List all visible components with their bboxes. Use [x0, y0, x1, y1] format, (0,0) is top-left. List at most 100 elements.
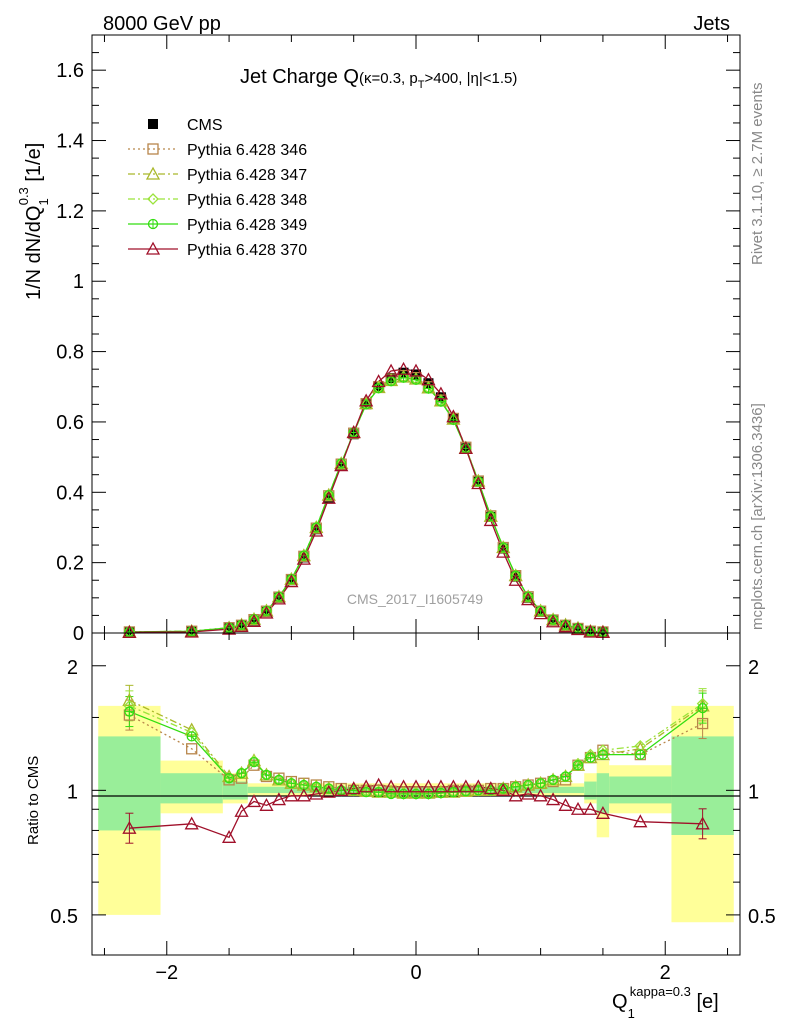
main-point-s4-17 [410, 374, 422, 385]
ratio-point-s4-12 [346, 781, 361, 795]
plot-title-main: Jet Charge Q [240, 66, 359, 88]
legend-marker-1 [147, 143, 159, 155]
ratio-point-s3-28 [547, 774, 559, 786]
main-y-tick-label: 1.6 [56, 60, 84, 82]
main-point-s5-21 [458, 440, 473, 454]
main-point-s5-19 [433, 386, 449, 400]
legend-label-4: Pythia 6.428 349 [187, 217, 307, 234]
main-point-s5-7 [284, 574, 299, 588]
main-y-tick-label: 1 [73, 271, 84, 293]
mcplots-label: mcplots.cern.ch [arXiv:1306.3436] [749, 403, 766, 630]
x-axis-label-sup: kappa=0.3 [630, 984, 691, 999]
main-point-s5-17 [408, 363, 424, 377]
ratio-point-s3-30 [572, 760, 584, 771]
ratio-point-s4-7 [284, 788, 299, 802]
rivet-version-label: Rivet 3.1.10, ≥ 2.7M events [749, 83, 766, 266]
ratio-point-s4-14 [371, 777, 386, 791]
main-y-tick-label: 0.6 [56, 412, 84, 434]
x-tick-label: −2 [155, 962, 178, 984]
main-y-tick-label: 0 [73, 623, 84, 645]
main-point-s4-18 [423, 383, 434, 394]
main-point-s5-3 [234, 618, 249, 632]
x-axis-label-main: Q [612, 991, 628, 1013]
main-point-s5-12 [346, 425, 361, 439]
ratio-point-s4-33 [633, 814, 648, 828]
main-point-s5-0 [122, 624, 137, 638]
ratio-point-s3-16 [398, 788, 409, 800]
main-point-s5-9 [309, 523, 324, 537]
ratio-point-s4-34 [695, 816, 710, 830]
ratio-point-s3-32 [597, 749, 609, 760]
main-point-s5-27 [533, 606, 548, 620]
ratio-y-tick-label: 1 [67, 781, 78, 803]
main-point-s5-23 [483, 513, 498, 527]
ratio-point-s1-0 [122, 692, 137, 706]
main-point-s5-16 [396, 361, 411, 375]
ratio-point-s4-26 [521, 786, 536, 800]
main-point-s5-22 [471, 476, 486, 490]
ratio-point-s0-34 [696, 717, 709, 730]
legend-marker-5 [145, 241, 161, 255]
ratio-point-s3-14 [373, 786, 384, 798]
main-point-s5-6 [271, 591, 287, 605]
ratio-point-s3-7 [286, 778, 297, 789]
ratio-band-green-4 [584, 781, 597, 800]
ratio-point-s3-18 [423, 788, 434, 800]
main-point-s4-24 [498, 542, 509, 553]
ratio-point-s0-1 [186, 743, 198, 755]
ratio-point-s3-6 [273, 774, 285, 786]
main-y-tick-label: 0.8 [56, 342, 84, 364]
ratio-point-s4-4 [246, 794, 262, 808]
main-plot-panel: 0 0.2 0.4 0.6 0.8 1 1.2 1.4 1.6 CMS_2017_I160574… [16, 34, 741, 645]
ratio-point-s3-3 [236, 768, 247, 779]
ratio-point-s3-34 [697, 702, 708, 714]
main-point-s5-30 [570, 622, 586, 636]
watermark-label: CMS_2017_I1605749 [347, 591, 483, 607]
ratio-band-green-1 [160, 773, 223, 804]
header-energy-label: 8000 GeV pp [103, 13, 221, 35]
ratio-point-s4-17 [408, 779, 424, 793]
ratio-point-s3-8 [298, 779, 309, 791]
legend-marker-0 [148, 119, 158, 129]
legend-label-0: CMS [187, 117, 223, 134]
main-point-s5-28 [545, 614, 561, 628]
ratio-point-s4-10 [321, 784, 336, 798]
ratio-point-s3-0 [124, 706, 135, 717]
main-point-s5-24 [496, 544, 511, 558]
ratio-point-s3-17 [410, 788, 422, 800]
main-point-s5-25 [508, 572, 523, 586]
ratio-point-s3-10 [323, 783, 334, 794]
legend-label-5: Pythia 6.428 370 [187, 242, 307, 259]
ratio-point-s3-4 [248, 756, 260, 768]
main-y-axis-label-unit: [1/e] [23, 143, 45, 187]
main-point-s5-29 [558, 619, 573, 633]
legend-marker-2 [145, 166, 161, 180]
main-point-s4-15 [385, 375, 397, 387]
main-point-s5-20 [446, 409, 461, 423]
ratio-point-s4-21 [458, 779, 473, 793]
ratio-y-tick-label: 0.5 [50, 906, 78, 928]
ratio-point-s4-8 [296, 788, 311, 802]
main-y-tick-label: 0.4 [56, 482, 84, 504]
ratio-point-s4-11 [334, 782, 349, 796]
ratio-point-s4-30 [570, 801, 586, 815]
ratio-plot-panel: 0.5 0.51 12 2 Ratio to CMS −2 0 2 Q1kappa=0.3… [25, 632, 776, 1021]
ratio-point-s4-16 [396, 779, 411, 793]
main-y-axis-label-sup: 0.3 [16, 187, 31, 205]
main-point-s5-8 [296, 551, 311, 565]
ratio-point-s4-20 [446, 779, 461, 793]
header-jets-label: Jets [693, 13, 730, 35]
plot-title: Jet Charge Q(κ=0.3, pT>400, |η|<1.5) [240, 66, 517, 91]
main-point-s5-4 [246, 614, 262, 628]
ratio-point-s4-1 [184, 816, 199, 830]
main-point-s4-8 [298, 550, 309, 561]
ratio-y-tick-label-right: 1 [748, 781, 759, 803]
main-point-s5-11 [334, 458, 349, 472]
main-y-tick-label: 0.2 [56, 553, 84, 575]
ratio-band-green-5 [596, 773, 610, 814]
ratio-point-s3-19 [435, 787, 447, 799]
ratio-point-s3-15 [385, 788, 397, 800]
ratio-point-s4-27 [533, 788, 548, 802]
ratio-point-s4-3 [234, 803, 249, 817]
